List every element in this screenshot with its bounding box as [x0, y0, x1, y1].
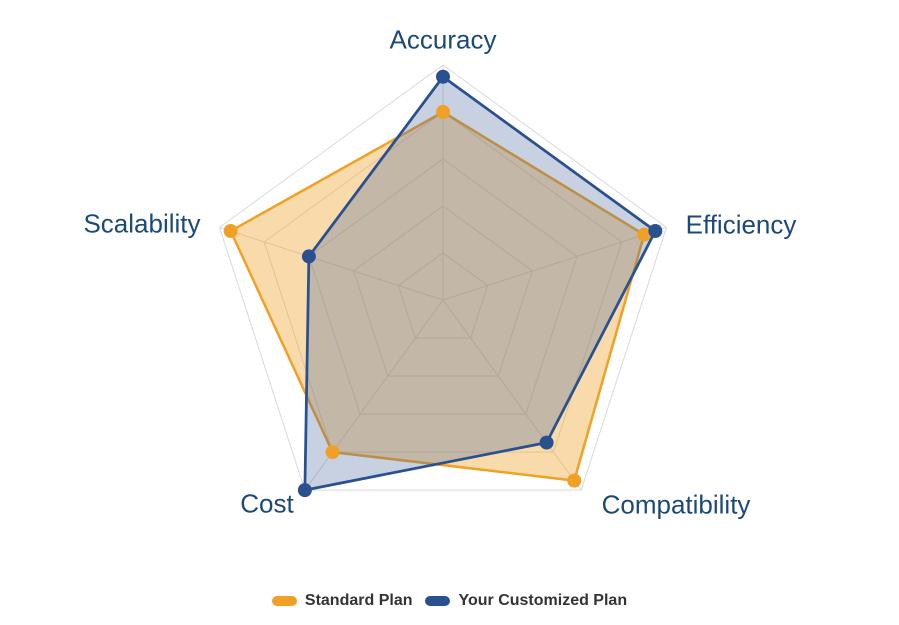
data-point-marker: [567, 473, 582, 488]
grid-ring: [263, 111, 623, 453]
data-point-marker: [539, 435, 554, 450]
legend-label-customized-plan: Your Customized Plan: [458, 592, 628, 609]
grid-ring: [218, 64, 668, 491]
axis-label-accuracy: Accuracy: [389, 24, 497, 55]
data-point-marker: [223, 224, 238, 239]
grid-spoke: [219, 226, 444, 301]
series-polygon: [229, 110, 646, 482]
grid-spoke: [442, 226, 667, 301]
data-point-marker: [325, 445, 340, 460]
axis-label-efficiency: Efficiency: [685, 209, 797, 240]
axis-label-cost: Cost: [240, 488, 294, 519]
grid-ring: [397, 252, 489, 339]
legend-swatch-customized-plan: [425, 596, 451, 606]
legend-item-standard-plan: Standard Plan: [271, 592, 413, 610]
legend-item-customized-plan: Your Customized Plan: [425, 592, 627, 610]
data-point-marker: [436, 69, 450, 84]
legend-label-standard-plan: Standard Plan: [304, 592, 413, 609]
data-point-marker: [436, 105, 450, 119]
axis-label-compatibility: Compatibility: [601, 489, 751, 520]
legend: Standard Plan Your Customized Plan: [0, 592, 899, 610]
data-point-marker: [648, 224, 663, 239]
data-point-marker: [301, 249, 316, 264]
series-polygon: [303, 75, 657, 492]
data-point-marker: [637, 227, 652, 242]
grid-ring: [353, 205, 533, 377]
grid-spoke: [304, 299, 444, 491]
data-point-marker: [297, 483, 312, 498]
grid-ring: [308, 158, 578, 415]
grid-spoke: [442, 299, 582, 491]
axis-label-scalability: Scalability: [83, 208, 201, 239]
legend-swatch-standard-plan: [271, 596, 297, 606]
